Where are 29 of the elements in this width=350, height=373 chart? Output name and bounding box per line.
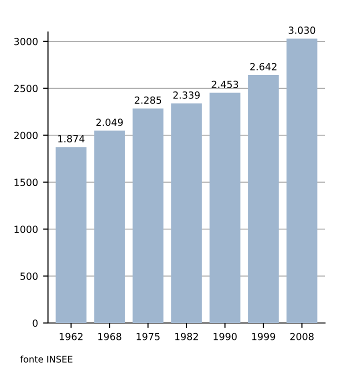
y-tick-label: 2000: [14, 132, 38, 140]
bar: [56, 147, 86, 323]
x-tick-label: 1975: [136, 332, 160, 340]
bar: [286, 38, 318, 323]
y-tick-label: 2500: [14, 84, 38, 92]
x-tick-label: 1990: [214, 332, 237, 340]
x-tick-label: 1982: [175, 332, 198, 340]
data-label: 1.874: [58, 135, 84, 142]
bar: [94, 130, 125, 323]
data-label: 2.642: [250, 62, 276, 70]
y-tick-label: 1000: [14, 226, 38, 233]
data-label: 2.339: [173, 91, 200, 99]
data-label: 2.049: [96, 118, 123, 126]
bar: [248, 74, 279, 323]
bar: [171, 103, 202, 323]
x-tick-label: 1999: [252, 332, 276, 340]
x-tick-label: 1968: [98, 332, 122, 340]
y-tick-label: 1500: [14, 178, 38, 186]
y-tick-label: 0: [32, 319, 38, 327]
x-tick-label: 1962: [60, 332, 82, 340]
data-label: 2.453: [212, 80, 238, 88]
data-label: 2.285: [134, 96, 162, 104]
bar: [132, 108, 164, 323]
y-tick-label: 500: [20, 272, 38, 280]
y-tick-label: 3000: [14, 38, 38, 46]
source-note: fonte INSEE: [20, 356, 72, 363]
data-label: 3.030: [288, 26, 316, 34]
bar: [210, 92, 240, 323]
x-tick-label: 2008: [290, 332, 314, 340]
